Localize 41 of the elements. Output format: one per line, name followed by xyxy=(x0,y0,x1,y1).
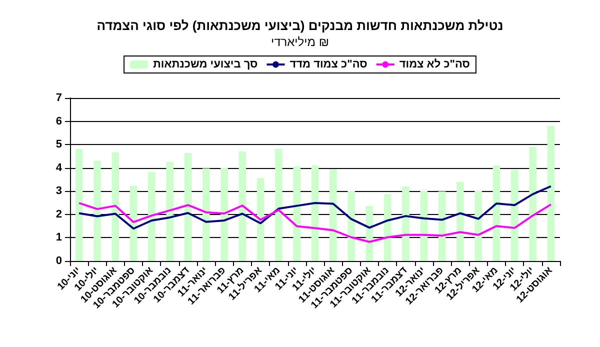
bar xyxy=(438,191,446,261)
line-series xyxy=(78,202,552,243)
y-tick-label: 7 xyxy=(56,92,62,104)
y-tick-label: 5 xyxy=(56,138,62,151)
y-tick-label: 6 xyxy=(56,115,62,128)
bar xyxy=(348,190,355,261)
bar xyxy=(420,190,428,261)
bar xyxy=(256,178,264,261)
legend-label: סך ביצועי משכנתאות xyxy=(153,58,258,70)
chart-title: נטילת משכנתאות חדשות מבנקים (ביצועי משכנתאות) לפי סוגי הצמדה xyxy=(96,18,504,33)
bar xyxy=(456,182,464,261)
bar xyxy=(238,152,246,261)
chart-subtitle: מיליארדי ₪ xyxy=(270,35,330,49)
legend-label: סה"כ צמוד מדד xyxy=(290,58,368,70)
bar xyxy=(511,170,518,261)
bar xyxy=(220,168,228,261)
bar xyxy=(202,168,210,261)
bar xyxy=(130,186,138,261)
bar xyxy=(75,148,83,261)
y-tick-label: 0 xyxy=(56,255,62,267)
bar xyxy=(94,160,101,261)
bar xyxy=(529,146,536,261)
bar xyxy=(275,148,282,261)
y-tick-label: 3 xyxy=(56,185,62,198)
y-tick-label: 4 xyxy=(56,162,63,174)
bar xyxy=(474,190,482,261)
bar xyxy=(311,166,319,261)
bar xyxy=(402,186,410,261)
bar xyxy=(384,194,392,261)
bar xyxy=(492,166,500,261)
bar xyxy=(184,152,192,261)
bar xyxy=(148,172,156,261)
y-tick-label: 1 xyxy=(56,232,62,244)
bar xyxy=(547,126,555,261)
bar xyxy=(112,152,119,261)
y-tick-label: 2 xyxy=(56,208,62,220)
bar xyxy=(166,162,174,261)
legend-label: סה"כ לא צמוד xyxy=(399,58,470,70)
bar xyxy=(330,169,337,261)
line-series xyxy=(78,185,552,230)
bar xyxy=(293,166,300,261)
